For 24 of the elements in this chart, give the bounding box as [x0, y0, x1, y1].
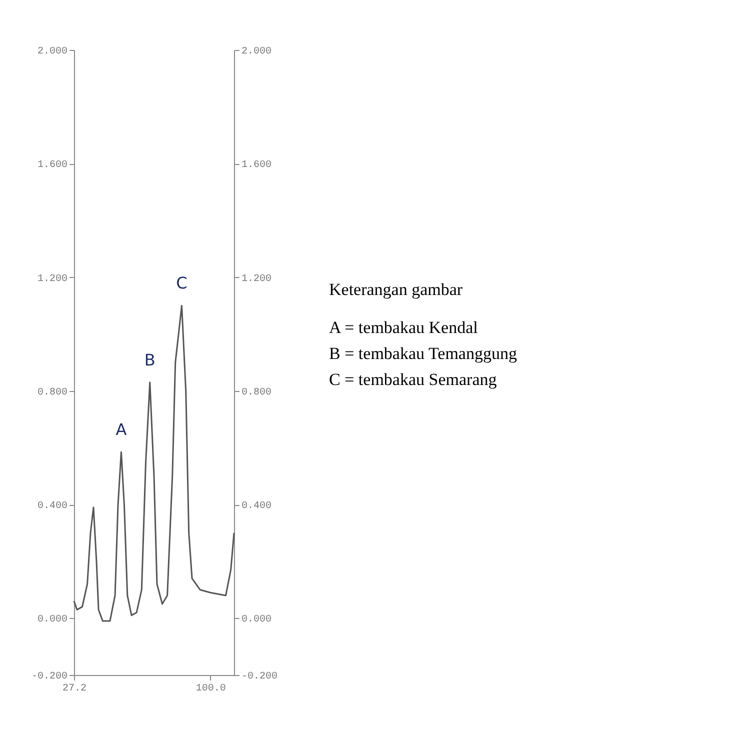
- text: B = tembakau Temanggung: [329, 344, 518, 363]
- x-tick-label: 27.2: [62, 684, 87, 694]
- text: Keterangan gambar: [329, 280, 463, 299]
- y-tick-label: 0.400: [37, 501, 68, 512]
- y2-tick-label: 0.800: [242, 387, 272, 398]
- line-series: [73, 304, 235, 622]
- y-tick-label: 1.600: [37, 160, 68, 172]
- annotation: B: [144, 350, 156, 370]
- text: C = tembakau Semarang: [329, 370, 498, 389]
- y2-tick-label: 0.400: [242, 501, 272, 512]
- y2-tick-label: 0.000: [242, 614, 272, 626]
- y2-tick-label: -0.200: [242, 672, 278, 682]
- y2-tick-label: 2.000: [242, 46, 272, 58]
- annotation: C: [176, 274, 188, 293]
- text: A = tembakau Kendal: [329, 318, 478, 337]
- y-tick-label: 0.000: [37, 614, 68, 626]
- y-tick-label: 1.200: [37, 274, 68, 285]
- y2-tick-label: 1.200: [242, 274, 272, 285]
- x-tick-label: 100.0: [196, 684, 226, 694]
- annotation: A: [116, 420, 127, 439]
- y-tick-label: 0.800: [37, 387, 68, 398]
- y-tick-label: 2.000: [37, 46, 68, 58]
- y-tick-label: -0.200: [31, 672, 68, 682]
- y2-tick-label: 1.600: [242, 160, 272, 172]
